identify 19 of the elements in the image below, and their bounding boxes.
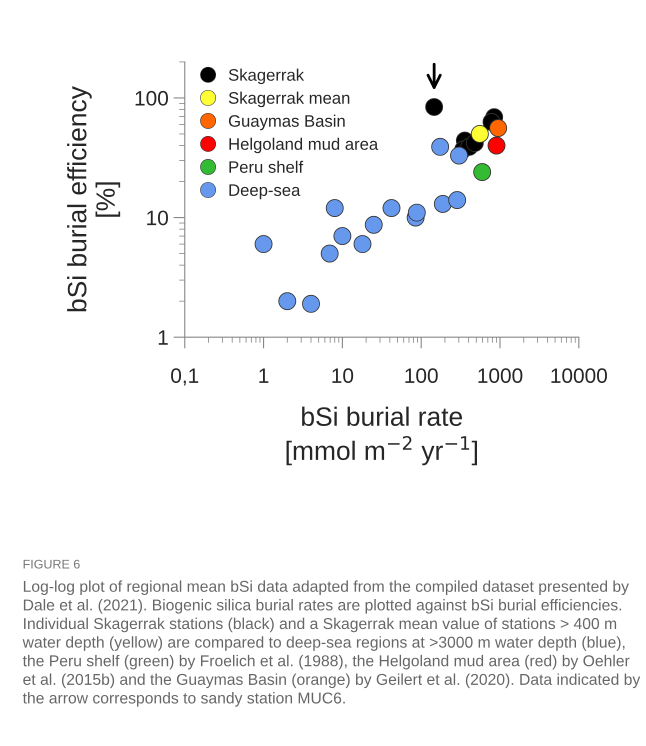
- x-tick-label: 1000: [478, 368, 522, 384]
- legend-label: Deep-sea: [229, 184, 300, 200]
- legend-label: Peru shelf: [229, 160, 304, 173]
- x-tick-label: 1: [259, 368, 268, 383]
- x-axis-title: bSi burial rate [mmol m$^{−2}$ yr$^{−1}$]: [286, 406, 477, 466]
- x-tick-label: 10000: [551, 368, 607, 384]
- y-axis-title: bSi burial efficiency [%]: [67, 86, 120, 312]
- text: Log-log plot of regional mean bSi data adapted from the compiled dataset presented by Dale et al. (2021). Biogenic silica burial rates are plotted against bSi burial efficiencies. Individual Skagerrak stations (black) and a Skagerrak mean value of stations > 400 m water depth (yellow) are compared to deep-sea regions at >3000 m water depth (blue), the Peru shelf (green) by Froelich et al. (1988), the Helgoland mud area (red) by Oehler et al. (2015b) and the Guaymas Basin (orange) by Geilert et al. (2020). Data indicated by the arrow corresponds to sandy station MUC6.: [22, 580, 640, 707]
- caption: FIGURE 6: [24, 560, 80, 569]
- legend-label: Skagerrak: [228, 68, 304, 84]
- x-tick-label: 0,1: [171, 368, 198, 386]
- x-tick-label: 10: [332, 368, 354, 384]
- legend-label: Skagerrak mean: [228, 92, 350, 108]
- legend-label: Helgoland mud area: [229, 138, 378, 154]
- legend-label: Guaymas Basin: [228, 114, 345, 130]
- y-tick-label: 100: [136, 90, 168, 106]
- x-tick-label: 100: [405, 368, 438, 384]
- y-tick-label: 1: [158, 330, 168, 345]
- y-tick-label: 10: [147, 210, 168, 226]
